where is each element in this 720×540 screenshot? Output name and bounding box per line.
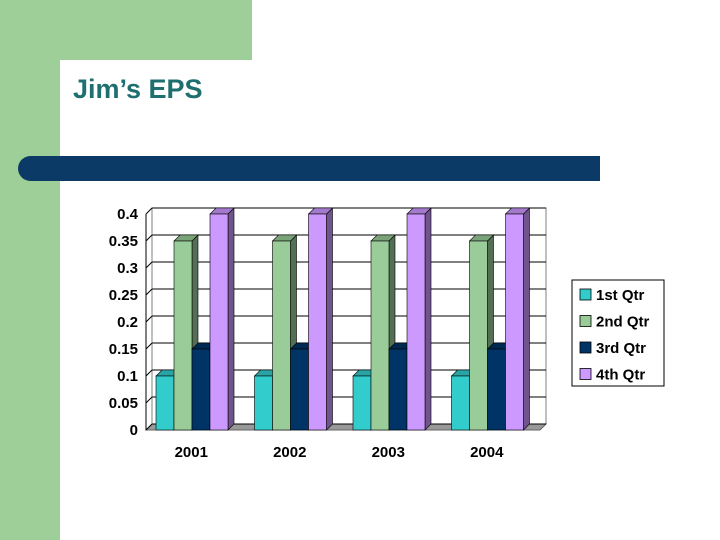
slide-accent-left [0,0,60,540]
bar [388,348,408,431]
y-tick-label: 0.25 [109,287,138,304]
y-gridline-diagonal [145,396,153,404]
chart-legend: 1st Qtr 2nd Qtr 3rd Qtr 4th Qtr [571,279,665,387]
bar [191,348,211,431]
bar [469,240,488,431]
legend-swatch [579,341,592,354]
bar [487,348,506,431]
legend-swatch [579,288,592,301]
bar-side [523,207,530,431]
y-tick-label: 0.1 [117,368,138,385]
x-tick-label: 2001 [175,444,208,461]
bar-side [424,207,432,431]
bar [308,213,327,431]
chart-bars [155,207,531,431]
bar [155,375,175,431]
bar [209,213,229,431]
bar [254,375,273,431]
legend-label: 1st Qtr [596,287,645,304]
legend-label: 4th Qtr [596,367,645,384]
bar [352,375,372,431]
chart-axes: 0 0.05 0.1 0.15 0.2 0.25 0.3 0.35 0.4 2001 2002 200… [109,206,504,461]
y-gridline-diagonal [145,261,153,269]
y-gridline-diagonal [145,234,153,242]
y-tick-label: 0.15 [109,341,138,358]
y-tick-label: 0.3 [117,260,138,277]
x-tick-label: 2003 [372,444,405,461]
legend-swatch [579,368,592,380]
y-gridline-diagonal [145,369,153,377]
y-tick-label: 0.35 [109,233,138,250]
x-tick-label: 2002 [273,444,306,461]
y-gridline-diagonal [145,207,153,215]
y-tick-label: 0.2 [117,314,138,331]
bar-side [326,207,333,431]
bar [451,375,470,431]
y-gridline-diagonal [145,342,153,350]
legend-swatch [579,315,592,327]
bar [505,213,524,431]
y-tick-label: 0.4 [117,206,139,223]
slide-title: Jim’s EPS [73,74,203,104]
legend-label: 3rd Qtr [596,340,646,357]
bar [290,348,309,431]
bar [370,240,390,431]
bar [406,213,426,431]
x-tick-label: 2004 [470,444,504,461]
y-gridline-diagonal [145,288,153,296]
y-tick-label: 0.05 [109,395,138,412]
bar [173,240,193,431]
bar-side [227,207,235,431]
title-divider-bar [18,156,600,181]
y-gridline-diagonal [145,315,153,323]
y-tick-label: 0 [130,422,138,439]
y-gridline-diagonal [145,423,153,431]
bar [272,240,291,431]
legend-label: 2nd Qtr [596,314,649,331]
